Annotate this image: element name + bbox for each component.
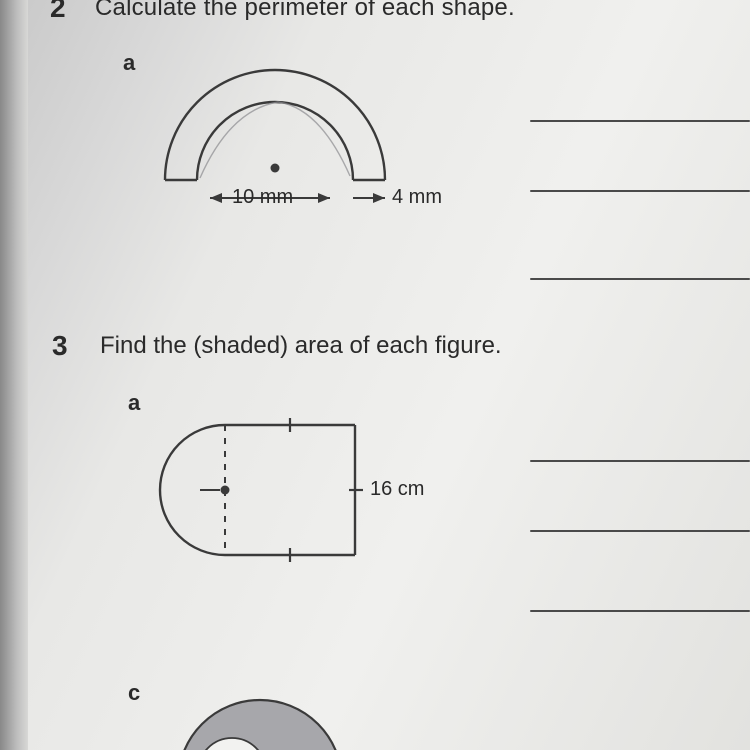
answer-line <box>530 190 750 192</box>
answer-line <box>530 610 750 612</box>
answer-line <box>530 460 750 462</box>
answer-line <box>530 530 750 532</box>
answer-line <box>530 278 750 280</box>
page-root: 2 Calculate the perimeter of each shape.… <box>0 0 750 750</box>
q3-shape-c-partial <box>0 0 750 750</box>
answer-line <box>530 120 750 122</box>
